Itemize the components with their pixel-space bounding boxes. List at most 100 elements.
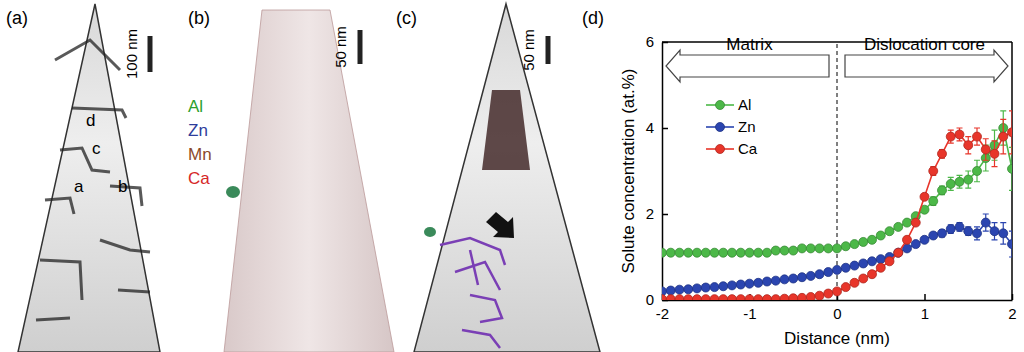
data-point <box>763 248 772 257</box>
data-point <box>710 248 719 257</box>
data-point <box>754 295 763 300</box>
data-point <box>955 177 964 186</box>
series-line <box>662 223 1012 292</box>
data-point <box>824 289 833 298</box>
data-point <box>780 246 789 255</box>
tick-label: 2 <box>1008 305 1016 322</box>
data-point <box>938 229 947 238</box>
image-annotation: c <box>92 139 101 158</box>
data-point <box>876 263 885 272</box>
tick-label: 0 <box>833 305 841 322</box>
data-point <box>920 235 929 244</box>
data-point <box>938 149 947 158</box>
data-point <box>833 287 842 296</box>
data-point <box>806 271 815 280</box>
data-point <box>763 295 772 300</box>
data-point <box>929 197 938 206</box>
data-point <box>662 295 667 300</box>
data-point <box>736 295 745 300</box>
axis-line <box>662 43 664 301</box>
data-point <box>701 295 710 300</box>
data-point <box>964 141 973 150</box>
tick-mark <box>1012 294 1014 300</box>
legend-marker <box>716 123 725 132</box>
element-legend: Zn <box>188 121 208 140</box>
element-legend: Al <box>188 97 203 116</box>
panel-a: (a)100 nmdcab <box>6 4 160 352</box>
tick-label: 2 <box>646 205 654 222</box>
tick-mark <box>662 214 668 216</box>
scale-bar-label: 50 nm <box>520 29 537 71</box>
panel-label: (d) <box>582 8 604 28</box>
tem-image <box>18 4 160 352</box>
data-point <box>1008 164 1013 173</box>
data-point <box>920 192 929 201</box>
scale-bar <box>148 36 153 72</box>
data-point <box>946 132 955 141</box>
data-point <box>859 259 868 268</box>
data-point <box>1008 240 1013 249</box>
annotation-arrow <box>666 50 829 82</box>
series-line <box>662 132 1012 299</box>
legend-item: Zn <box>706 118 756 135</box>
data-point <box>798 273 807 282</box>
data-point <box>745 279 754 288</box>
data-point <box>666 248 675 257</box>
tick: 1 <box>921 294 929 322</box>
data-point <box>806 292 815 300</box>
panel-label: (a) <box>6 8 28 28</box>
data-point <box>981 145 990 154</box>
data-point <box>841 242 850 251</box>
data-point <box>824 268 833 277</box>
data-point <box>885 257 894 266</box>
legend-label: Zn <box>738 118 756 135</box>
data-point <box>964 227 973 236</box>
data-point <box>973 167 982 176</box>
data-point <box>745 295 754 300</box>
data-point <box>789 274 798 283</box>
dislocation-line <box>470 250 478 285</box>
atom-map <box>224 10 394 352</box>
data-point <box>780 294 789 300</box>
data-point <box>990 149 999 158</box>
dislocation-line <box>462 330 500 348</box>
image-annotation: b <box>118 177 127 196</box>
legend-marker <box>716 145 725 154</box>
dislocation-contrast <box>60 148 110 172</box>
dislocation-line <box>455 262 500 290</box>
panel-c: (c)50 nm <box>396 4 600 352</box>
data-point <box>719 248 728 257</box>
tick: 2 <box>1008 294 1016 322</box>
data-point <box>728 295 737 300</box>
data-point <box>990 227 999 236</box>
dislocation-contrast <box>55 40 120 70</box>
tick-mark <box>924 294 926 300</box>
data-point <box>964 175 973 184</box>
data-point <box>719 295 728 300</box>
data-point <box>693 248 702 257</box>
data-point <box>981 218 990 227</box>
annotation: Matrix <box>726 35 773 54</box>
panel-label: (b) <box>188 8 210 28</box>
data-point <box>894 248 903 257</box>
scale-bar <box>546 36 551 64</box>
data-point <box>841 263 850 272</box>
legend-item: Al <box>706 96 751 113</box>
data-point <box>1008 128 1013 137</box>
data-point <box>666 295 675 300</box>
data-point <box>868 270 877 279</box>
data-point <box>824 244 833 253</box>
data-point <box>728 281 737 290</box>
data-point <box>780 275 789 284</box>
data-point <box>710 283 719 292</box>
data-point <box>684 248 693 257</box>
tick-label: 1 <box>921 305 929 322</box>
data-point <box>815 291 824 300</box>
data-point <box>850 278 859 287</box>
data-point <box>666 286 675 295</box>
data-point <box>859 274 868 283</box>
dislocation-contrast <box>36 318 70 320</box>
data-point <box>719 282 728 291</box>
data-point <box>955 130 964 139</box>
annotation-arrow <box>845 50 1008 82</box>
